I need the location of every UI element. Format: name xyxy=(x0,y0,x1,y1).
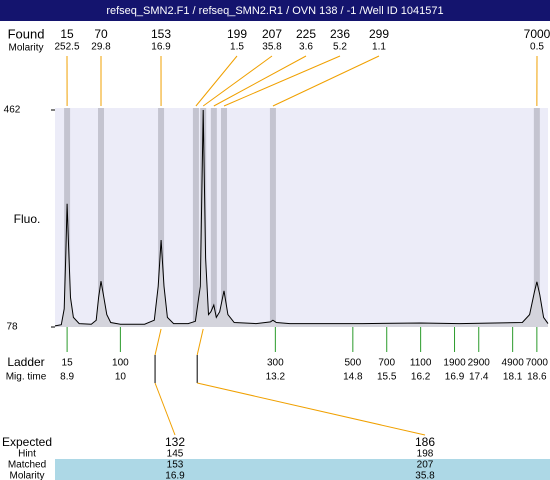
found-connector xyxy=(195,55,238,107)
match-connector xyxy=(154,328,162,356)
found-size: 236 xyxy=(330,27,350,41)
match-connector xyxy=(197,382,426,436)
found-connector xyxy=(213,55,307,107)
match-connector xyxy=(196,328,204,356)
molarity-row-label: Molarity xyxy=(9,471,44,480)
ladder-size: 2900 xyxy=(468,358,491,369)
matched-row-bg xyxy=(55,459,550,480)
found-size: 299 xyxy=(369,27,389,41)
plot-area xyxy=(55,108,548,327)
found-molarity: 0.5 xyxy=(530,42,544,53)
found-connector xyxy=(272,55,380,107)
match-connector xyxy=(154,382,176,436)
ladder-size: 4900 xyxy=(502,358,525,369)
trace-fill xyxy=(55,110,548,327)
found-size: 15 xyxy=(60,27,74,41)
ladder-time: 13.2 xyxy=(266,372,286,383)
hint-size: 145 xyxy=(167,449,184,460)
ladder-size: 500 xyxy=(344,358,361,369)
found-molarity: 1.1 xyxy=(372,42,386,53)
ladder-time: 15.5 xyxy=(377,372,397,383)
peak-band xyxy=(221,108,228,327)
peak-band xyxy=(192,108,199,327)
ladder-time: 16.2 xyxy=(411,372,431,383)
matched-size: 207 xyxy=(417,460,434,471)
found-size: 199 xyxy=(227,27,247,41)
mig-time-label: Mig. time xyxy=(6,372,47,383)
ladder-size: 15 xyxy=(62,358,74,369)
matched-size: 153 xyxy=(167,460,184,471)
title-bar xyxy=(0,0,550,21)
found-connector xyxy=(223,55,341,107)
ladder-time: 17.4 xyxy=(469,372,489,383)
peak-band xyxy=(158,108,165,327)
found-size: 225 xyxy=(296,27,316,41)
ladder-time: 18.6 xyxy=(527,372,547,383)
expected-size: 186 xyxy=(415,435,435,449)
found-molarity: 29.8 xyxy=(91,42,111,53)
ladder-size: 100 xyxy=(112,358,129,369)
ladder-time: 14.8 xyxy=(343,372,363,383)
ladder-size: 1100 xyxy=(410,358,432,369)
found-size: 7000 xyxy=(524,27,550,41)
title: refseq_SMN2.F1 / refseq_SMN2.R1 / OVN 13… xyxy=(106,5,443,17)
ladder-size: 7000 xyxy=(526,358,549,369)
ladder-label: Ladder xyxy=(7,355,44,369)
ladder-time: 16.9 xyxy=(445,372,465,383)
found-molarity: 252.5 xyxy=(54,42,79,53)
ladder-size: 700 xyxy=(378,358,395,369)
ladder-size: 1900 xyxy=(443,358,466,369)
hint-size: 198 xyxy=(417,449,434,460)
peak-band xyxy=(98,108,105,327)
y-tick-label: 78 xyxy=(6,322,18,333)
found-size: 153 xyxy=(151,27,171,41)
peak-band xyxy=(533,108,540,327)
expected-size: 132 xyxy=(165,435,185,449)
ladder-size: 300 xyxy=(267,358,284,369)
peak-band xyxy=(269,108,276,327)
found-molarity: 5.2 xyxy=(333,42,347,53)
hint-label: Hint xyxy=(18,449,36,460)
found-molarity: 16.9 xyxy=(151,42,171,53)
ladder-time: 18.1 xyxy=(503,372,523,383)
ladder-time: 8.9 xyxy=(60,372,74,383)
found-size: 207 xyxy=(262,27,282,41)
matched-molarity: 35.8 xyxy=(415,471,435,480)
expected-label: Expected xyxy=(2,435,52,449)
y-axis-label: Fluo. xyxy=(14,212,41,226)
y-tick-label: 462 xyxy=(4,105,21,116)
found-molarity: 3.6 xyxy=(299,42,313,53)
trace xyxy=(54,109,549,327)
peak-band xyxy=(210,108,217,327)
found-molarity: 1.5 xyxy=(230,42,244,53)
ladder-time: 10 xyxy=(115,372,127,383)
matched-label: Matched xyxy=(8,460,46,471)
found-label: Found xyxy=(8,26,45,41)
found-size: 70 xyxy=(94,27,108,41)
found-connector xyxy=(202,55,273,107)
found-molarity: 35.8 xyxy=(262,42,282,53)
matched-molarity: 16.9 xyxy=(165,471,185,480)
molarity-label: Molarity xyxy=(8,43,43,54)
